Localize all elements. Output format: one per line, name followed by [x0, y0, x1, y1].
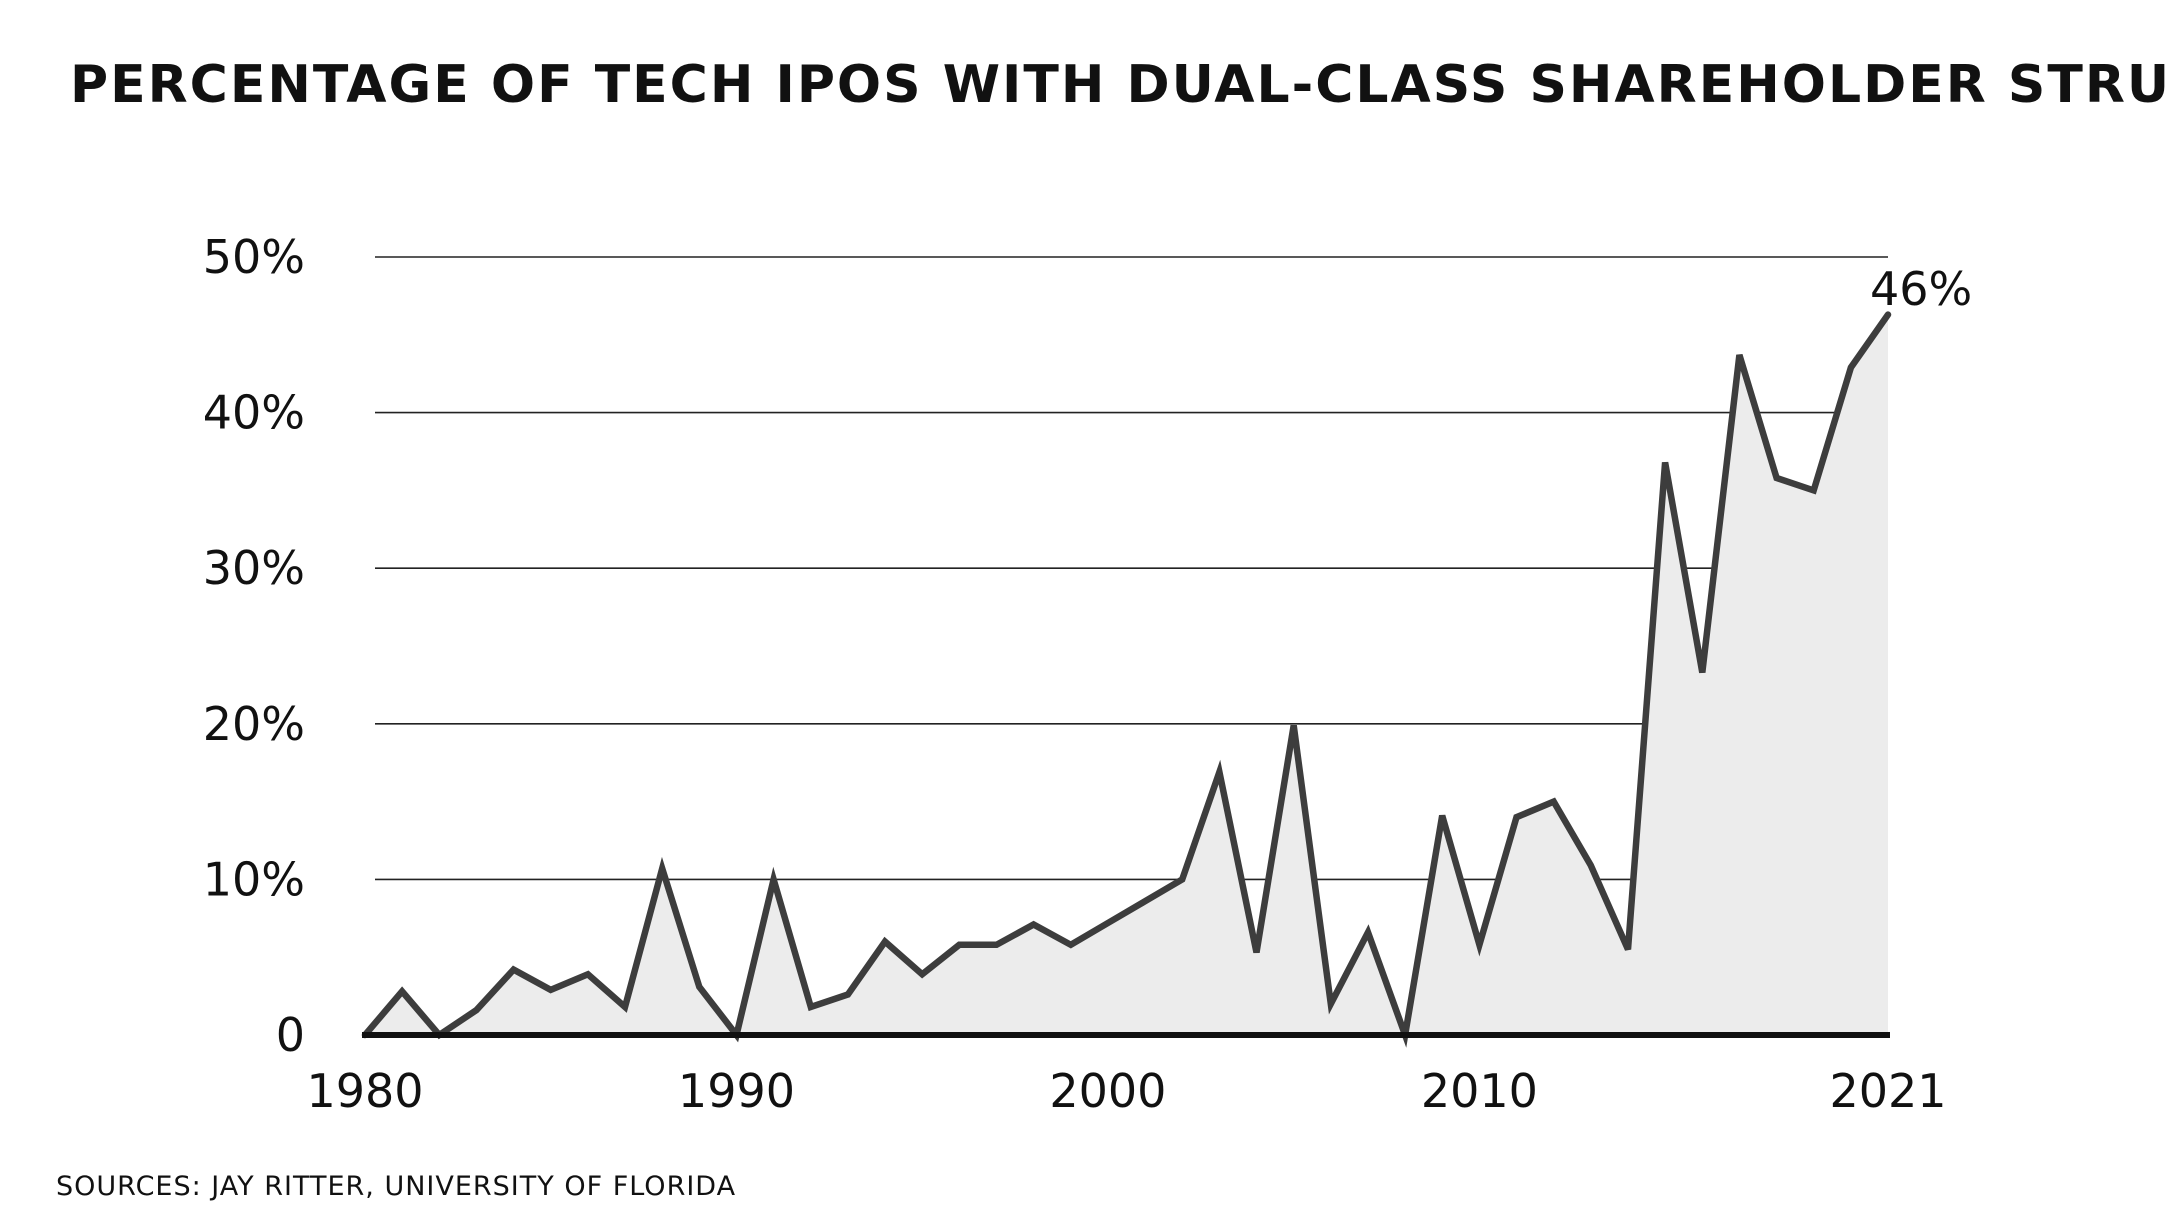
source-note: SOURCES: JAY RITTER, UNIVERSITY OF FLORI…: [56, 1171, 736, 1202]
y-tick-label: 0: [276, 1008, 305, 1062]
last-value-annotation: 46%: [1870, 262, 1972, 316]
y-tick-label: 50%: [203, 230, 305, 284]
y-tick-label: 10%: [203, 852, 305, 906]
y-tick-label: 30%: [203, 541, 305, 595]
chart-title: PERCENTAGE OF TECH IPOS WITH DUAL-CLASS …: [70, 55, 2167, 115]
x-tick-label: 1990: [678, 1064, 795, 1118]
y-tick-label: 40%: [203, 386, 305, 440]
series-area-fill: [365, 314, 1888, 1036]
series-line: [361, 311, 1892, 1048]
x-tick-label: 2010: [1421, 1064, 1538, 1118]
x-tick-label: 2021: [1829, 1064, 1946, 1118]
y-axis-ticks: 0 10% 20% 30% 40% 50%: [203, 230, 305, 1062]
x-tick-label: 1980: [306, 1064, 423, 1118]
plot-area: [361, 311, 1892, 1048]
x-tick-label: 2000: [1049, 1064, 1166, 1118]
y-tick-label: 20%: [203, 697, 305, 751]
x-axis-ticks: 1980 1990 2000 2010 2021: [306, 1064, 1946, 1118]
